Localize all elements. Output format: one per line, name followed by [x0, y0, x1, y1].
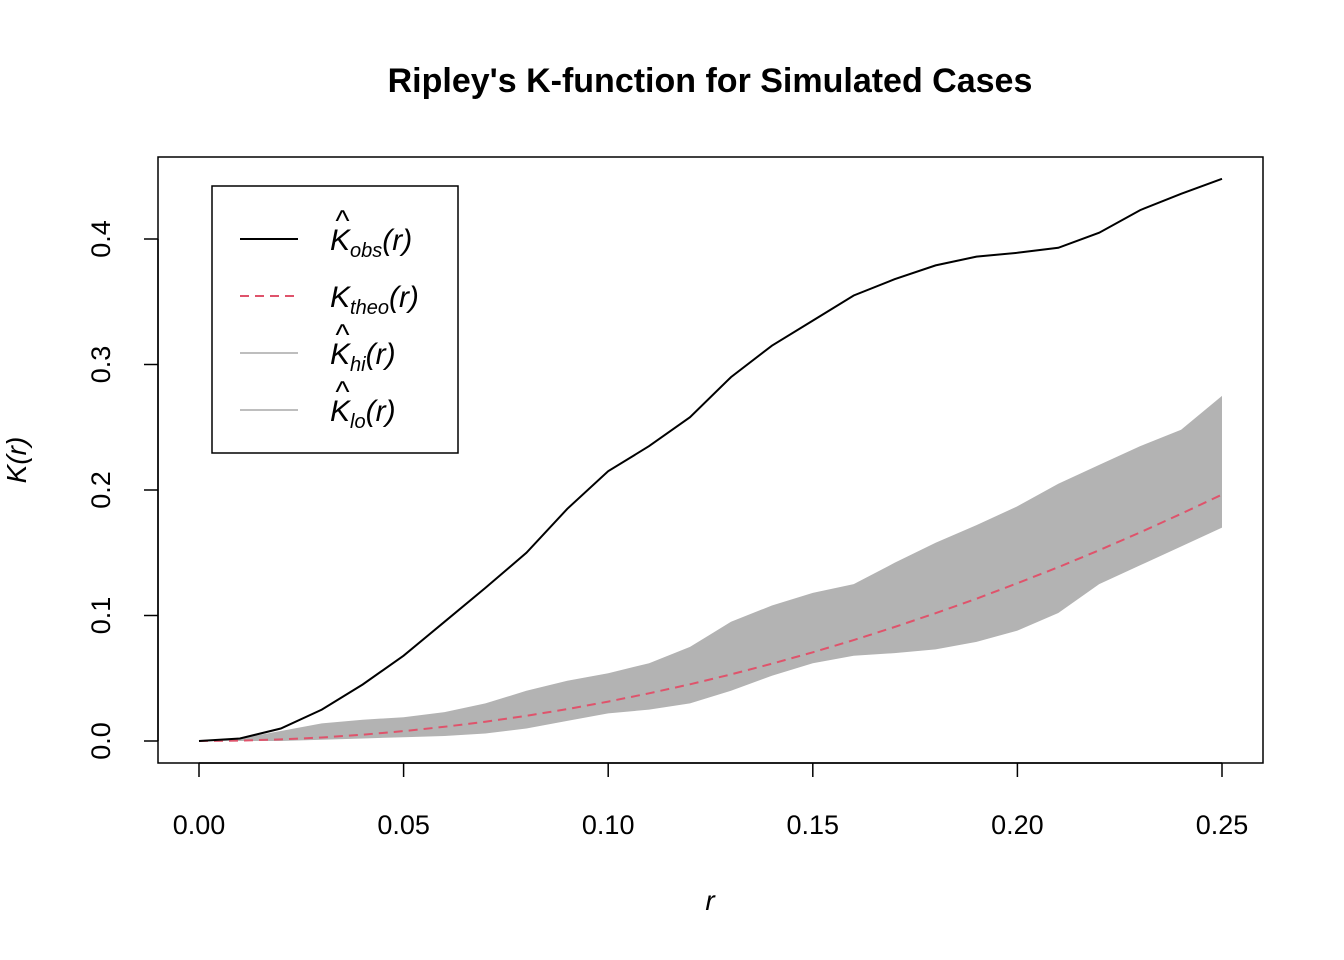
legend-hat-obs: ^ [335, 205, 350, 238]
y-axis: 0.0 0.1 0.2 0.3 0.4 [86, 220, 159, 760]
x-tick-label: 0.25 [1196, 810, 1249, 840]
x-axis-label: r [705, 885, 716, 916]
y-tick-label: 0.0 [86, 722, 116, 760]
x-tick-label: 0.20 [991, 810, 1044, 840]
legend-hat-lo: ^ [335, 376, 350, 409]
y-axis-label: K(r) [1, 437, 32, 484]
series-envelope-hi-lo [199, 395, 1222, 741]
x-tick-label: 0.00 [173, 810, 226, 840]
series-obs-line [198, 177, 1223, 742]
x-axis: 0.00 0.05 0.10 0.15 0.20 0.25 [173, 762, 1249, 840]
x-tick-label: 0.15 [787, 810, 840, 840]
legend-label-obs: Kobs(r) [330, 224, 412, 262]
y-tick-label: 0.4 [86, 220, 116, 258]
chart-title: Ripley's K-function for Simulated Cases [388, 62, 1033, 100]
legend-label-theo: Ktheo(r) [330, 281, 419, 319]
x-tick-label: 0.05 [377, 810, 430, 840]
legend-hat-hi: ^ [335, 319, 350, 352]
y-tick-label: 0.2 [86, 471, 116, 509]
legend-box [211, 185, 459, 454]
y-tick-label: 0.3 [86, 346, 116, 384]
legend-label-hi: Khi(r) [330, 338, 396, 376]
envelope-band [199, 395, 1222, 741]
series-theo-line [198, 493, 1223, 742]
series-lines [198, 177, 1223, 742]
y-tick-label: 0.1 [86, 597, 116, 635]
legend: Kobs(r)^Ktheo(r)Khi(r)^Klo(r)^ [211, 185, 459, 454]
legend-label-lo: Klo(r) [330, 395, 396, 433]
x-tick-label: 0.10 [582, 810, 635, 840]
